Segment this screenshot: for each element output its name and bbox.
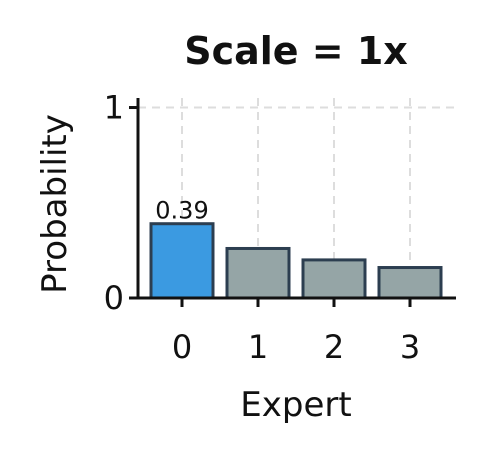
x-tick-label: 3 — [400, 328, 420, 366]
y-axis-label: Probability — [35, 114, 75, 294]
bar-expert-3 — [377, 266, 443, 300]
bar-expert-1 — [225, 246, 291, 300]
x-tick-label: 1 — [248, 328, 268, 366]
x-tick-label: 0 — [172, 328, 192, 366]
chart-title: Scale = 1x — [184, 29, 408, 73]
bar-expert-0 — [149, 222, 215, 300]
bar-value-label: 0.39 — [155, 197, 208, 225]
y-tick-label: 0 — [104, 279, 124, 317]
bar-expert-2 — [301, 258, 367, 300]
y-tick-label: 1 — [104, 89, 124, 127]
axes — [136, 98, 456, 300]
bars: 0.39 — [149, 197, 443, 300]
x-axis-label: Expert — [240, 385, 351, 425]
x-tick-label: 2 — [324, 328, 344, 366]
ticks: 0 1 2 3 0 1 — [104, 89, 421, 366]
